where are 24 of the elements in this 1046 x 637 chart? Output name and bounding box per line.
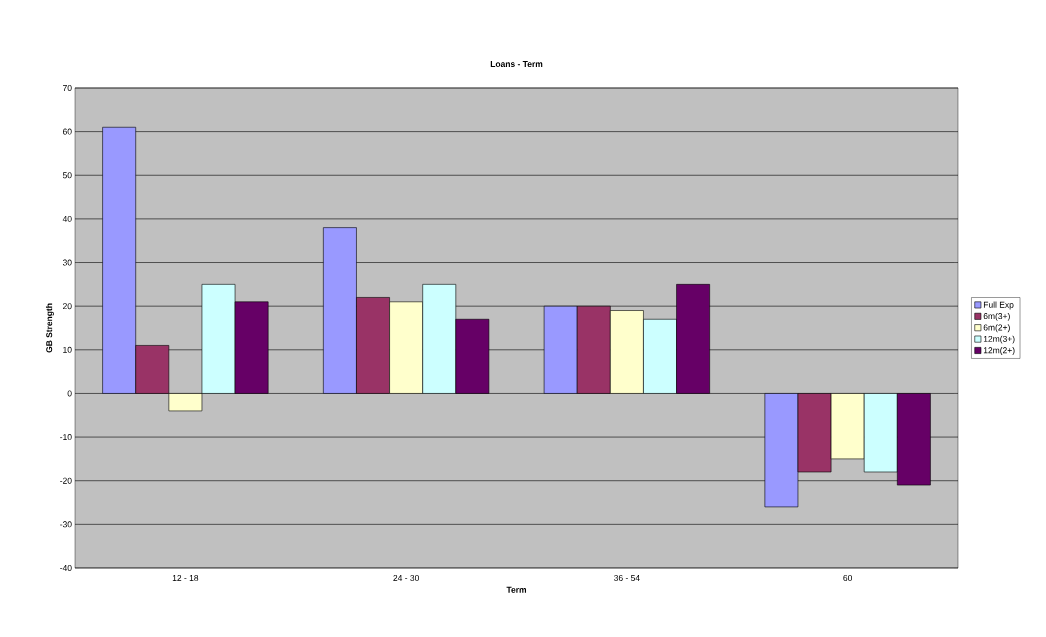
y-tick-label: 0 — [67, 390, 72, 397]
x-axis-title: Term — [506, 586, 527, 593]
x-tick-label: 36 - 54 — [614, 575, 640, 581]
chart-title: Loans - Term — [490, 61, 543, 67]
y-tick-label: -20 — [60, 477, 72, 484]
y-tick-label: -30 — [60, 521, 72, 528]
legend-label: 6m(3+) — [983, 312, 1010, 321]
y-tick-label: 70 — [63, 84, 72, 91]
x-tick-label: 60 — [843, 575, 853, 581]
legend-label: 12m(2+) — [983, 347, 1015, 355]
legend-label: 12m(3+) — [983, 335, 1015, 344]
y-tick-label: -10 — [60, 434, 72, 441]
x-tick-label: 24 - 30 — [393, 575, 419, 581]
y-tick-label: 30 — [62, 259, 72, 266]
y-tick-label: 40 — [62, 215, 72, 222]
y-axis-title: GB Strength — [45, 303, 54, 353]
legend-label: Full Exp — [983, 301, 1014, 310]
x-tick-label: 12 - 18 — [172, 575, 199, 581]
y-tick-label: 60 — [63, 128, 72, 135]
y-tick-label: -40 — [60, 564, 72, 571]
y-tick-label: 10 — [63, 346, 72, 353]
legend-label: 6m(2+) — [983, 324, 1010, 333]
y-tick-label: 50 — [62, 172, 72, 179]
y-tick-label: 20 — [62, 303, 72, 310]
